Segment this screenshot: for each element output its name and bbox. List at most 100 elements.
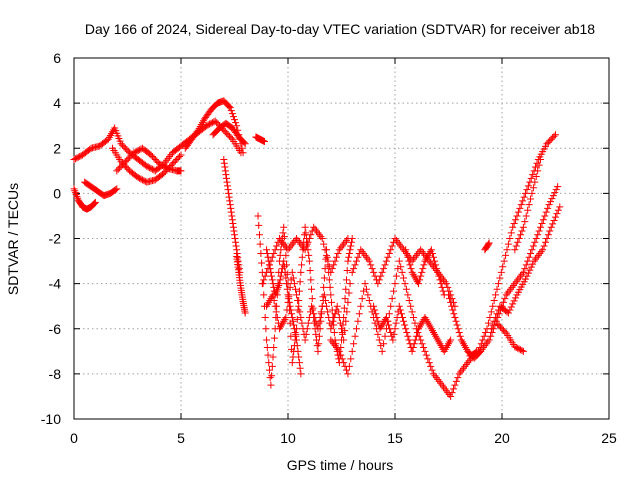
data-point — [351, 261, 359, 269]
data-point — [119, 141, 127, 149]
data-point — [232, 119, 240, 127]
data-point — [373, 313, 381, 321]
data-point — [514, 238, 522, 246]
data-point — [480, 332, 488, 340]
data-point — [294, 347, 302, 355]
data-point — [273, 242, 281, 250]
data-point — [374, 317, 382, 325]
data-point — [447, 392, 455, 400]
data-point — [304, 319, 312, 327]
data-point — [280, 263, 288, 271]
data-point — [384, 253, 392, 261]
data-point — [207, 119, 215, 127]
data-point — [422, 351, 430, 359]
data-point — [203, 122, 211, 130]
data-point — [74, 153, 82, 161]
data-point — [408, 308, 416, 316]
data-point — [421, 347, 429, 355]
data-point — [320, 291, 328, 299]
data-point — [140, 177, 148, 185]
data-point — [352, 257, 360, 265]
data-point — [390, 287, 398, 295]
data-point — [315, 319, 323, 327]
data-point — [487, 332, 495, 340]
data-point — [121, 144, 129, 152]
data-point — [410, 313, 418, 321]
data-point — [157, 161, 165, 169]
data-point — [333, 253, 341, 261]
data-point — [535, 227, 543, 235]
data-point — [547, 198, 555, 206]
data-point — [177, 167, 185, 175]
series-13 — [263, 246, 305, 378]
data-point — [402, 285, 410, 293]
data-point — [515, 345, 523, 353]
data-point — [225, 189, 233, 197]
data-point — [347, 242, 355, 250]
data-point — [312, 330, 320, 338]
data-point — [348, 347, 356, 355]
data-point — [493, 310, 501, 318]
series-19 — [466, 131, 559, 360]
data-point — [340, 336, 348, 344]
data-point — [134, 174, 142, 182]
data-point — [277, 272, 285, 280]
data-point — [392, 319, 400, 327]
data-point — [519, 223, 527, 231]
data-point — [177, 151, 185, 159]
data-point — [525, 253, 533, 261]
data-point — [293, 336, 301, 344]
data-point — [552, 213, 559, 221]
data-point — [354, 317, 362, 325]
data-point — [328, 321, 336, 329]
data-point — [402, 325, 410, 333]
data-point — [496, 274, 504, 282]
data-point — [387, 302, 395, 310]
data-point — [280, 223, 288, 231]
data-point — [549, 220, 557, 228]
data-point — [528, 246, 536, 254]
data-point — [119, 161, 127, 169]
data-point — [121, 158, 129, 166]
data-point — [324, 257, 332, 265]
data-point — [270, 334, 278, 342]
data-point — [499, 298, 507, 306]
data-point — [484, 240, 492, 248]
data-point — [255, 221, 263, 229]
data-point — [540, 242, 548, 250]
data-point — [316, 313, 324, 321]
data-point — [321, 297, 329, 305]
data-point — [228, 110, 236, 118]
data-point — [113, 185, 121, 193]
data-point — [354, 253, 362, 261]
data-point — [517, 231, 525, 239]
data-point — [391, 280, 399, 288]
data-point — [503, 246, 511, 254]
data-point — [539, 246, 547, 254]
data-point — [310, 310, 318, 318]
data-point — [213, 119, 221, 127]
gridlines — [74, 58, 609, 419]
data-point — [232, 242, 240, 250]
data-point — [225, 193, 233, 201]
data-point — [147, 165, 155, 173]
data-point — [435, 272, 443, 280]
data-point — [280, 257, 288, 265]
data-point — [313, 336, 321, 344]
data-point — [269, 353, 277, 361]
data-point — [487, 308, 495, 316]
data-point — [233, 246, 241, 254]
data-point — [163, 164, 171, 172]
x-tick-label: 15 — [387, 430, 403, 446]
data-point — [404, 332, 412, 340]
data-point — [358, 295, 366, 303]
data-point — [522, 275, 530, 283]
data-point — [551, 189, 559, 197]
data-point — [434, 268, 442, 276]
data-point — [351, 332, 359, 340]
data-point — [227, 208, 235, 216]
data-point — [447, 298, 455, 306]
data-point — [144, 163, 152, 171]
data-point — [470, 350, 478, 358]
